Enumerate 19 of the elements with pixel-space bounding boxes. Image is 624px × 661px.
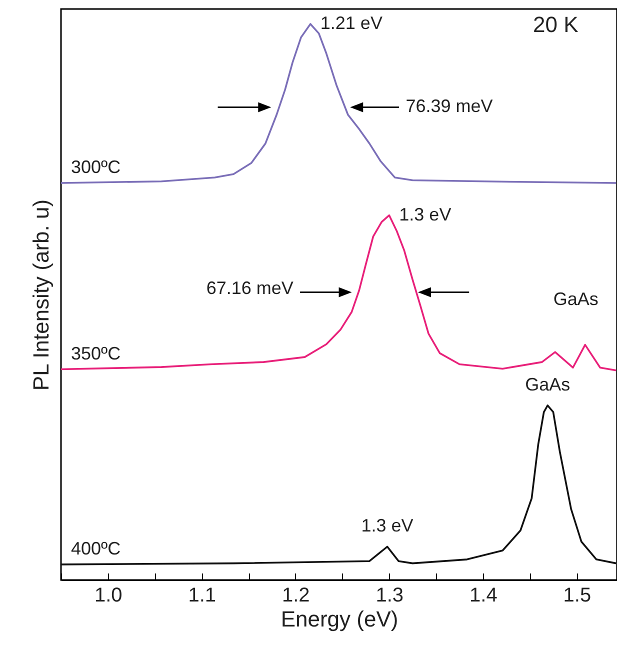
x-tick-label: 1.2 bbox=[282, 584, 310, 606]
series-label: 350ºC bbox=[71, 343, 121, 364]
series-label: 300ºC bbox=[71, 157, 121, 178]
annotation: 1.21 eV bbox=[320, 13, 382, 34]
series-label: 400ºC bbox=[71, 538, 121, 558]
annotation: 76.39 meV bbox=[406, 96, 493, 116]
annotation: 67.16 meV bbox=[206, 278, 294, 298]
annotation: 1.3 eV bbox=[361, 516, 414, 536]
x-tick-label: 1.3 bbox=[376, 584, 404, 606]
y-axis-title: PL Intensity (arb. u) bbox=[28, 199, 54, 391]
annotation: 20 K bbox=[533, 12, 579, 37]
annotation: GaAs bbox=[525, 374, 570, 394]
x-tick-label: 1.5 bbox=[563, 584, 592, 606]
x-tick-label: 1.4 bbox=[470, 584, 498, 606]
annotation: GaAs bbox=[553, 289, 598, 310]
annotation: 1.3 eV bbox=[399, 204, 452, 224]
x-axis-title: Energy (eV) bbox=[280, 606, 398, 632]
x-tick-label: 1.0 bbox=[94, 584, 122, 606]
x-tick-label: 1.1 bbox=[188, 584, 216, 606]
